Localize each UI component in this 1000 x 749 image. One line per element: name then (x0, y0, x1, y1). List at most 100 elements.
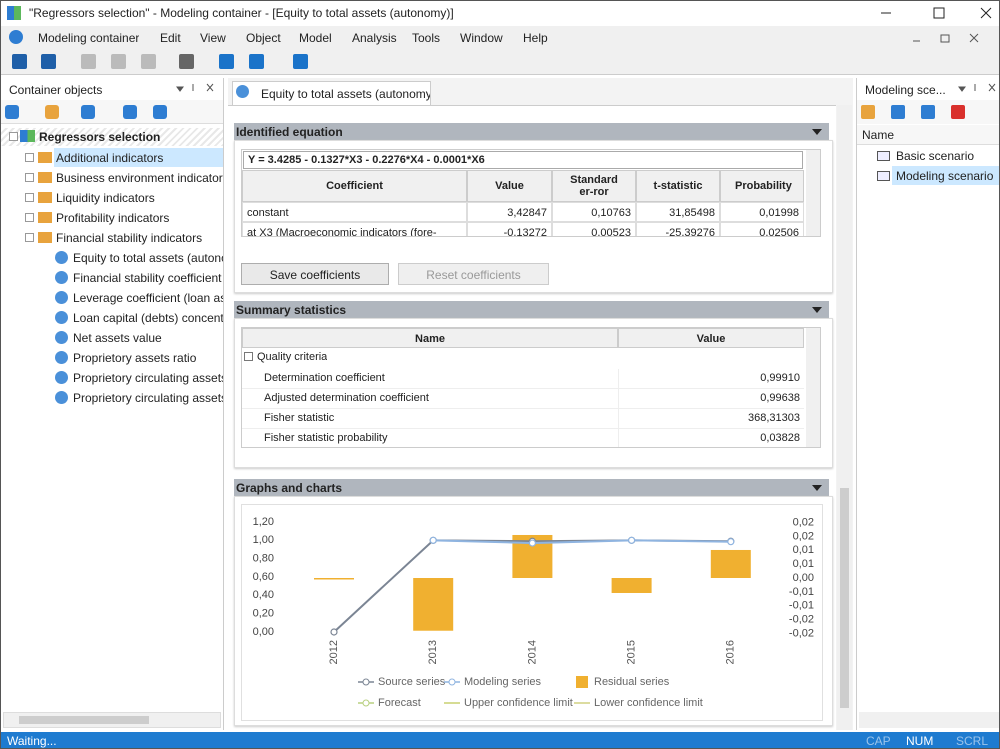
legend-swatch (576, 676, 588, 688)
tree-expander[interactable] (25, 193, 34, 202)
section-header[interactable]: Summary statistics (234, 301, 829, 318)
chart-frame: 1,20 1,00 0,80 0,60 0,40 0,20 0,00 0,02 0,02 0,01… (241, 504, 823, 721)
tree-root[interactable]: Regressors selection (39, 130, 161, 144)
menu-item[interactable]: Model (299, 31, 332, 45)
tree-item[interactable]: Loan capital (debts) concentration (73, 311, 224, 325)
tree-expander[interactable] (25, 213, 34, 222)
panel-title: Container objects (9, 83, 103, 97)
toolbar-button[interactable] (141, 54, 156, 69)
y2-tick-label: 0,00 (793, 572, 814, 584)
tool-icon[interactable] (153, 105, 167, 119)
button-disabled[interactable]: Reset coefficients (398, 263, 549, 285)
tool-icon[interactable] (5, 105, 19, 119)
bar (710, 549, 751, 578)
window-title: "Regressors selection" - Modeling contai… (29, 6, 454, 20)
point (330, 628, 338, 636)
status-indicator: CAP (866, 734, 891, 748)
legend-swatch (362, 699, 370, 707)
scroll-thumb[interactable] (840, 488, 849, 708)
y2-tick-label: 0,01 (793, 558, 814, 570)
menu-item[interactable]: Window (460, 31, 503, 45)
table-cell: 0,99638 (618, 389, 804, 409)
indicator-icon (55, 331, 68, 344)
collapse-arrow[interactable] (812, 307, 822, 313)
tool-icon[interactable] (861, 105, 875, 119)
legend-label: Forecast (378, 697, 421, 709)
y2-tick-label: -0,02 (789, 614, 814, 626)
tool-icon[interactable] (81, 105, 95, 119)
bar (611, 578, 652, 593)
toolbar-button[interactable] (81, 54, 96, 69)
tree-folder[interactable]: Business environment indicators (56, 171, 224, 185)
tool-icon[interactable] (951, 105, 965, 119)
toolbar-button[interactable] (219, 54, 234, 69)
table-cell: 0,00523 (552, 222, 636, 236)
column-header: Value (618, 328, 804, 348)
tab[interactable]: Equity to total assets (autonomy) (232, 81, 431, 105)
tool-icon[interactable] (45, 105, 59, 119)
legend-label: Residual series (594, 676, 670, 688)
section-header[interactable]: Graphs and charts (234, 479, 829, 496)
controls-icons[interactable] (861, 1, 1000, 25)
menu-item[interactable]: Edit (160, 31, 181, 45)
collapse-arrow[interactable] (812, 129, 822, 135)
toolbar-button[interactable] (41, 54, 56, 69)
mdi-controls (911, 32, 981, 44)
mdi-icons[interactable] (911, 32, 981, 44)
right-panel: Modeling sce... Name Basic scenario Modelin… (856, 78, 1000, 730)
point (628, 536, 636, 544)
collapse-arrow[interactable] (812, 485, 822, 491)
h-scrollbar (859, 712, 999, 728)
section-header[interactable]: Identified equation (234, 123, 829, 140)
status-indicator: NUM (906, 734, 934, 748)
tool-icon[interactable] (123, 105, 137, 119)
scenario-item[interactable]: Modeling scenario (896, 169, 994, 183)
pin-close[interactable] (175, 82, 215, 94)
equation: Y = 3.4285 - 0.1327*X3 - 0.2276*X4 - 0.0… (243, 151, 803, 169)
x-tick-label: 2016 (725, 640, 737, 664)
tree-item[interactable]: Proprietory circulating assets (73, 371, 224, 385)
tree-expander[interactable] (25, 173, 34, 182)
pin-close[interactable] (957, 82, 1000, 94)
scenario-item[interactable]: Basic scenario (896, 149, 975, 163)
menu-item[interactable]: Help (523, 31, 548, 45)
tool-icon[interactable] (891, 105, 905, 119)
toolbar-button[interactable] (179, 54, 194, 69)
button[interactable]: Save coefficients (241, 263, 389, 285)
tree-item[interactable]: Equity to total assets (autonomy) (73, 251, 223, 265)
toolbar-button[interactable] (293, 54, 308, 69)
menu-item[interactable]: View (200, 31, 226, 45)
column-header: Name (242, 328, 618, 348)
tree-expander[interactable] (25, 233, 34, 242)
table-cell: -0,13272 (467, 222, 552, 236)
menu-item[interactable]: Analysis (352, 31, 397, 45)
tree-expander[interactable] (25, 153, 34, 162)
tool-icon[interactable] (921, 105, 935, 119)
menu-bar (1, 26, 999, 49)
table-cell: constant (242, 202, 467, 222)
app-icon (7, 6, 21, 20)
tree-item[interactable]: Proprietory circulating assets (73, 391, 224, 405)
tree-folder[interactable]: Additional indicators (56, 151, 164, 165)
section-body (234, 140, 833, 293)
bar (413, 578, 454, 631)
tree-folder[interactable]: Liquidity indicators (56, 191, 155, 205)
menu-item[interactable]: Modeling container (38, 31, 140, 45)
tree-folder[interactable]: Profitability indicators (56, 211, 170, 225)
tab-icon (236, 85, 249, 98)
tree-item[interactable]: Financial stability coefficient (73, 271, 222, 285)
legend-swatch (362, 678, 370, 686)
legend-label: Modeling series (464, 676, 542, 688)
tree-item[interactable]: Net assets value (73, 331, 162, 345)
tree-expander[interactable] (9, 132, 18, 141)
toolbar-button[interactable] (12, 54, 27, 69)
toolbar-button[interactable] (111, 54, 126, 69)
scroll-thumb[interactable] (19, 716, 149, 724)
menu-item[interactable]: Object (246, 31, 281, 45)
tree-item[interactable]: Leverage coefficient (loan assets) (73, 291, 223, 305)
group-toggle[interactable] (244, 352, 253, 361)
toolbar-button[interactable] (249, 54, 264, 69)
tree-item[interactable]: Proprietory assets ratio (73, 351, 197, 365)
tree-folder[interactable]: Financial stability indicators (56, 231, 203, 245)
menu-item[interactable]: Tools (412, 31, 441, 45)
